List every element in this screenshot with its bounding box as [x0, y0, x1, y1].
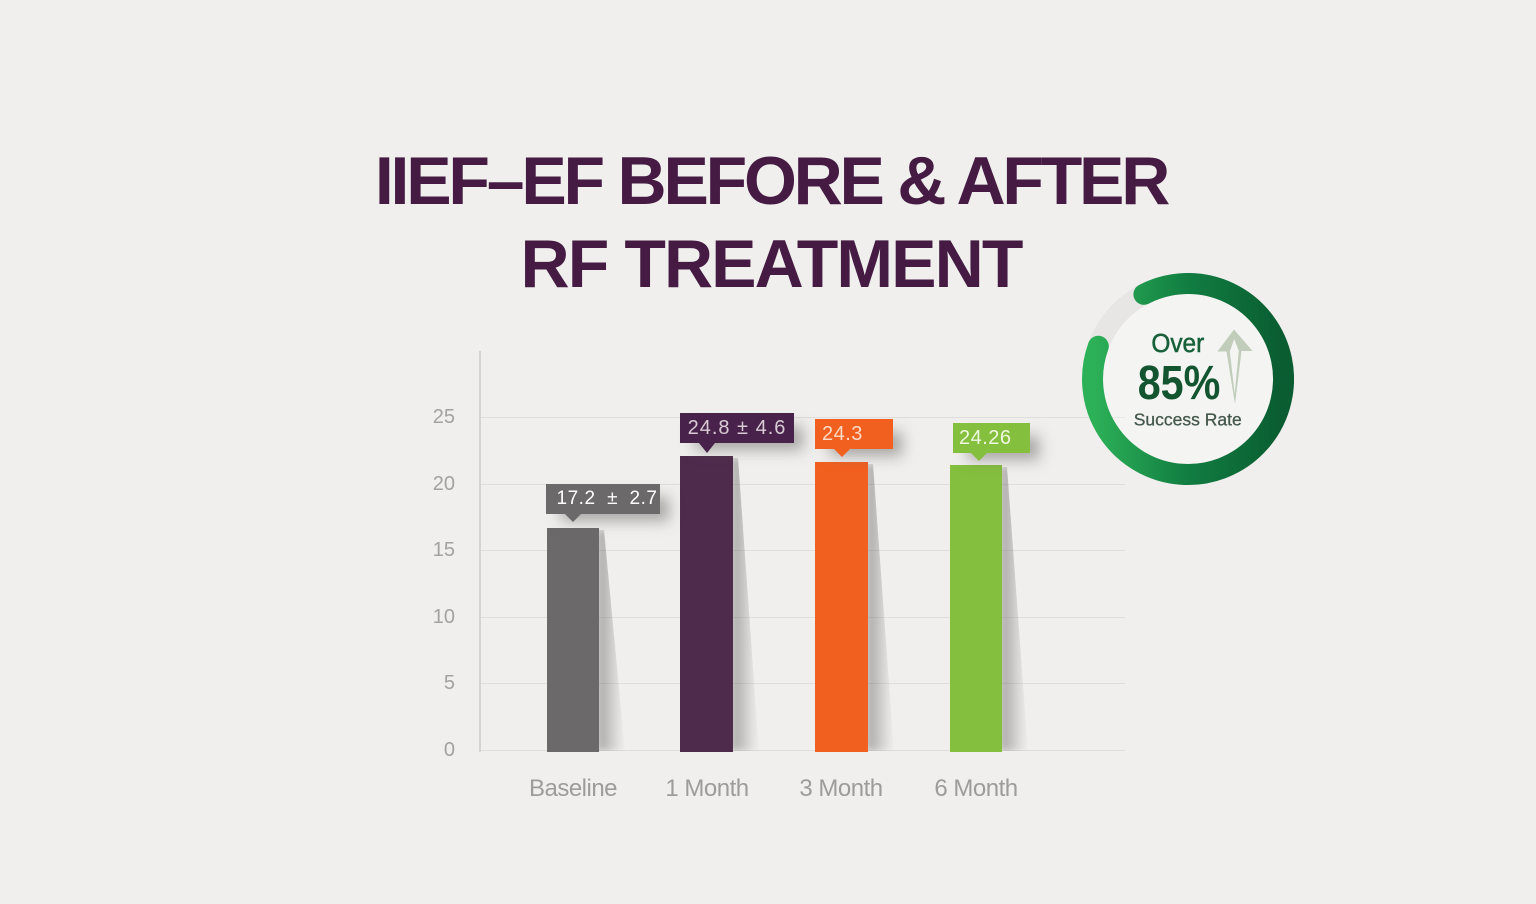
svg-text:85%: 85% [1138, 356, 1221, 410]
svg-text:Over: Over [1151, 329, 1204, 358]
svg-text:Success Rate: Success Rate [1134, 410, 1242, 430]
